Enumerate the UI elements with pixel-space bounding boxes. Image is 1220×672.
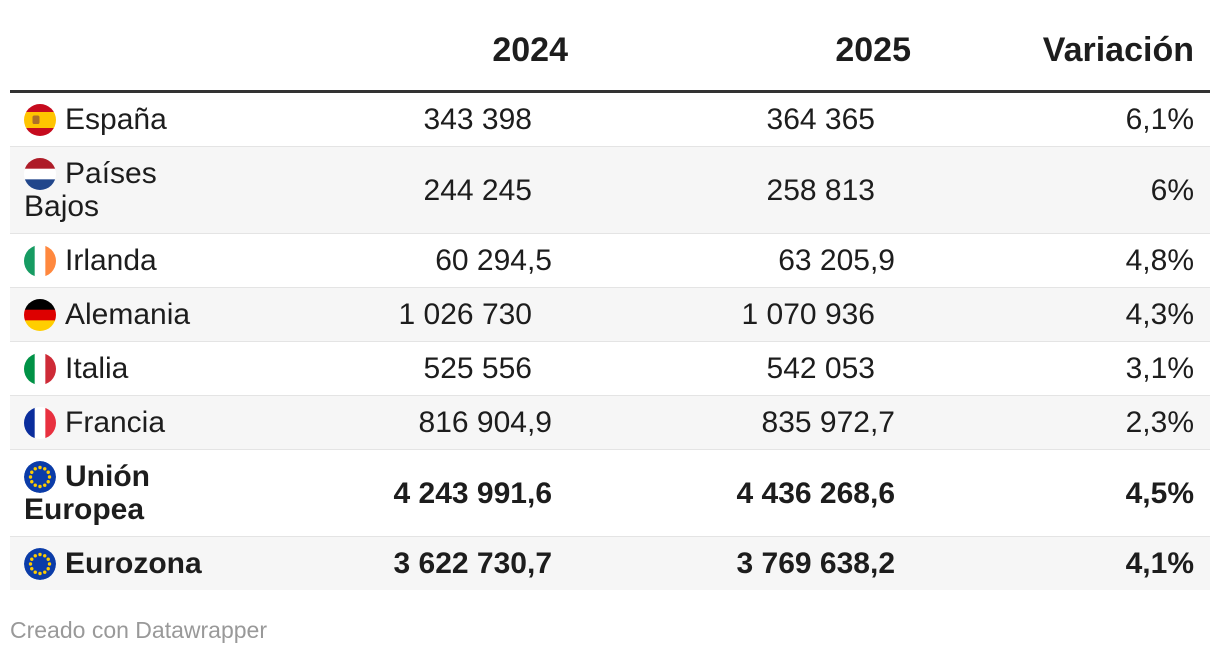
- table-header-row: 2024 2025 Variación: [10, 0, 1210, 93]
- eu-flag-icon: [24, 548, 56, 580]
- table-row: España 343 398 364 365 6,1%: [10, 93, 1210, 146]
- value-2024: 525 556: [423, 352, 532, 385]
- table-row: Francia 816 904,9 835 972,7 2,3%: [10, 395, 1210, 449]
- value-2025: 542 053: [766, 352, 875, 385]
- value-2024: 3 622 730,7: [393, 547, 552, 580]
- ireland-flag-icon: [24, 245, 56, 277]
- country-cell: Italia: [10, 352, 220, 385]
- country-label: Italia: [65, 352, 129, 385]
- column-header-2024: 2024: [492, 31, 568, 69]
- value-2024: 60 294,5: [435, 244, 552, 277]
- country-cell: Francia: [10, 406, 220, 439]
- datawrapper-table-chart: 2024 2025 Variación España 343 398 364 3…: [10, 0, 1210, 590]
- value-2024: 816 904,9: [418, 406, 552, 439]
- table-row: Eurozona 3 622 730,7 3 769 638,2 4,1%: [10, 536, 1210, 590]
- value-2025: 835 972,7: [761, 406, 895, 439]
- spain-flag-icon: [24, 104, 56, 136]
- column-header-variation: Variación: [1042, 31, 1194, 69]
- value-variation: 2,3%: [1125, 406, 1194, 439]
- table-row: Alemania 1 026 730 1 070 936 4,3%: [10, 287, 1210, 341]
- value-2024: 343 398: [423, 103, 532, 136]
- country-label: Francia: [65, 406, 166, 439]
- country-cell: Eurozona: [10, 547, 220, 580]
- italy-flag-icon: [24, 353, 56, 385]
- value-2025: 258 813: [766, 173, 875, 207]
- value-2024: 244 245: [423, 173, 532, 207]
- value-variation: 4,3%: [1125, 298, 1194, 331]
- eu-flag-icon: [24, 461, 56, 493]
- table-row: Países Bajos 244 245 258 813 6%: [10, 146, 1210, 233]
- country-label: España: [65, 103, 167, 136]
- country-label: Unión Europea: [24, 460, 150, 526]
- value-2025: 364 365: [766, 103, 875, 136]
- value-variation: 4,1%: [1125, 547, 1194, 580]
- value-2025: 1 070 936: [741, 298, 875, 331]
- france-flag-icon: [24, 407, 56, 439]
- country-label: Países Bajos: [24, 157, 157, 223]
- country-label: Irlanda: [65, 244, 157, 277]
- value-2025: 4 436 268,6: [736, 476, 895, 510]
- table-row: Unión Europea 4 243 991,6 4 436 268,6 4,…: [10, 449, 1210, 536]
- germany-flag-icon: [24, 299, 56, 331]
- value-variation: 4,5%: [1125, 476, 1194, 510]
- footer: Creado con Datawrapper: [10, 616, 1210, 644]
- value-variation: 6%: [1150, 173, 1194, 207]
- value-2025: 3 769 638,2: [736, 547, 895, 580]
- country-label: Alemania: [65, 298, 191, 331]
- value-2024: 1 026 730: [398, 298, 532, 331]
- value-2024: 4 243 991,6: [393, 476, 552, 510]
- country-cell: Irlanda: [10, 244, 220, 277]
- country-label: Eurozona: [65, 547, 202, 580]
- value-variation: 3,1%: [1125, 352, 1194, 385]
- country-cell: Alemania: [10, 298, 220, 331]
- value-2025: 63 205,9: [778, 244, 895, 277]
- table-row: Italia 525 556 542 053 3,1%: [10, 341, 1210, 395]
- value-variation: 6,1%: [1125, 103, 1194, 136]
- netherlands-flag-icon: [24, 158, 56, 190]
- value-variation: 4,8%: [1125, 244, 1194, 277]
- country-cell: España: [10, 103, 220, 136]
- table-row: Irlanda 60 294,5 63 205,9 4,8%: [10, 233, 1210, 287]
- column-header-2025: 2025: [835, 31, 911, 69]
- datawrapper-attribution-link[interactable]: Creado con Datawrapper: [10, 617, 267, 643]
- country-cell: Unión Europea: [10, 460, 220, 526]
- country-cell: Países Bajos: [10, 157, 220, 223]
- table-body: España 343 398 364 365 6,1% Países Bajos…: [10, 93, 1210, 590]
